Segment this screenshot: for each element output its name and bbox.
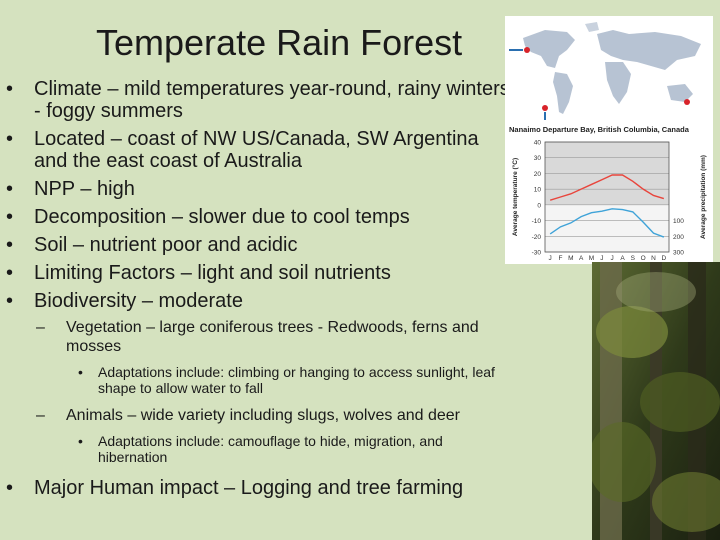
- bullet-soil: • Soil – nutrient poor and acidic: [6, 234, 298, 256]
- temperature-line: [549, 174, 665, 201]
- sub-bullet-vegetation: – Vegetation – large coniferous trees - R…: [36, 319, 479, 355]
- bullet-located: • Located – coast of NW US/Canada, SW Arg…: [6, 128, 479, 172]
- x-tick-label: J: [600, 255, 603, 262]
- bullet-icon: •: [78, 364, 83, 380]
- y-left-tick-label: 40: [534, 140, 542, 147]
- y-left-axis-label: Average temperature (°C): [511, 158, 519, 236]
- y-right-tick-label: 300: [673, 250, 684, 257]
- y-right-tick-label: 200: [673, 234, 684, 241]
- bullet-list: • Climate – mild temperatures year-round,…: [6, 78, 512, 505]
- x-tick-label: J: [549, 255, 552, 262]
- x-tick-label: J: [611, 255, 614, 262]
- y-left-tick-label: -10: [532, 218, 542, 225]
- precipitation-line: [549, 208, 665, 238]
- sub-sub-bullet-vegetation-adaptation: • Adaptations include: climbing or hangin…: [78, 364, 495, 396]
- y-left-tick-label: 0: [537, 202, 541, 209]
- x-tick-label: A: [620, 255, 625, 262]
- sub-bullet-animals: – Animals – wide variety including slugs,…: [36, 407, 460, 424]
- x-tick-label: S: [631, 255, 636, 262]
- y-left-tick-label: -20: [532, 234, 542, 241]
- forest-photo: [592, 262, 720, 540]
- bullet-icon: •: [6, 128, 14, 150]
- bullet-biodiversity: • Biodiversity – moderate: [6, 290, 243, 312]
- y-right-axis-label: Average precipitation (mm): [700, 155, 707, 239]
- bullet-icon: •: [78, 433, 83, 449]
- x-tick-label: O: [641, 255, 646, 262]
- y-right-tick-label: 100: [673, 218, 684, 225]
- slide-title: Temperate Rain Forest: [96, 22, 463, 63]
- bullet-decomposition: • Decomposition – slower due to cool temp…: [6, 206, 410, 228]
- climate-chart: Nanaimo Departure Bay, British Columbia,…: [505, 16, 713, 273]
- chart-title: Nanaimo Departure Bay, British Columbia,…: [509, 125, 690, 134]
- dash-icon: –: [36, 407, 45, 424]
- bullet-limiting-factors: • Limiting Factors – light and soil nutri…: [6, 262, 391, 284]
- bullet-icon: •: [6, 477, 14, 499]
- bullet-icon: •: [6, 234, 14, 256]
- bullet-icon: •: [6, 206, 14, 228]
- y-left-tick-label: 30: [534, 155, 542, 162]
- bullet-climate: • Climate – mild temperatures year-round,…: [6, 78, 510, 122]
- x-tick-label: A: [579, 255, 584, 262]
- x-tick-label: D: [661, 255, 666, 262]
- x-tick-label: M: [568, 255, 573, 262]
- plot-frame: [544, 141, 670, 253]
- y-left-tick-label: 10: [534, 187, 542, 194]
- bullet-icon: •: [6, 262, 14, 284]
- x-tick-label: N: [651, 255, 656, 262]
- y-left-tick-label: -30: [532, 250, 542, 257]
- bullet-human-impact: • Major Human impact – Logging and tree f…: [6, 477, 464, 499]
- bullet-npp: • NPP – high: [6, 178, 135, 200]
- bullet-icon: •: [6, 290, 14, 312]
- sub-sub-bullet-animals-adaptation: • Adaptations include: camouflage to hide…: [78, 433, 443, 465]
- bullet-icon: •: [6, 178, 14, 200]
- y-left-tick-label: 20: [534, 171, 542, 178]
- x-tick-label: M: [589, 255, 594, 262]
- bullet-icon: •: [6, 78, 14, 100]
- climate-chart-panel: Nanaimo Departure Bay, British Columbia,…: [505, 16, 713, 273]
- dash-icon: –: [36, 319, 45, 336]
- world-map-image: [505, 16, 713, 122]
- x-tick-label: F: [559, 255, 563, 262]
- forest-image: [592, 262, 720, 540]
